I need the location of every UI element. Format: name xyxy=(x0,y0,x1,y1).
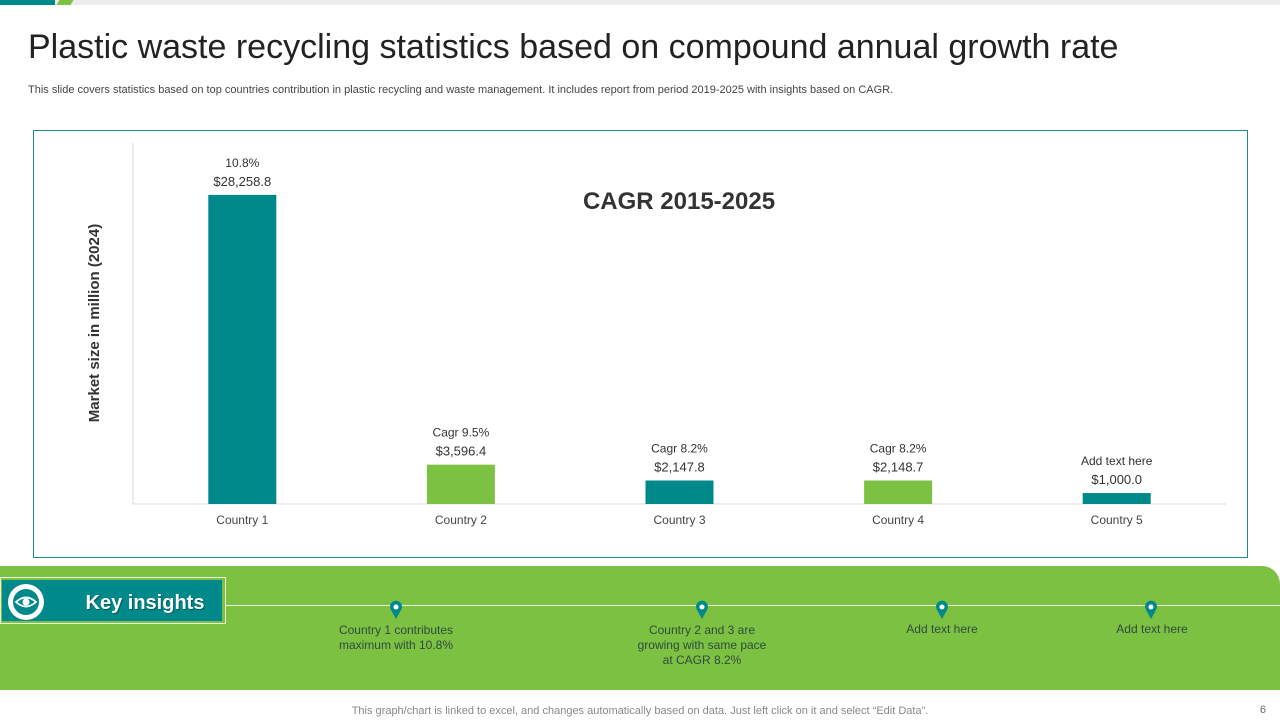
insight-text-1: Country 1 contributes maximum with 10.8% xyxy=(306,623,486,653)
chart-container[interactable]: CAGR 2015-2025 Market size in million (2… xyxy=(33,130,1248,558)
pin-icon xyxy=(695,600,709,620)
pin-icon xyxy=(935,600,949,620)
value-label: $2,148.7 xyxy=(873,459,924,474)
bar-5[interactable] xyxy=(1082,493,1151,504)
insight-text-2: Country 2 and 3 are growing with same pa… xyxy=(602,623,802,668)
x-tick-label: Country 2 xyxy=(435,513,487,527)
top-accent-bar xyxy=(0,0,1280,5)
page-number: 6 xyxy=(1259,704,1266,716)
bar-2[interactable] xyxy=(426,464,495,504)
insight-line: growing with same pace xyxy=(637,638,767,652)
cagr-annotation: Cagr 8.2% xyxy=(651,442,708,456)
bar-group: $28,258.8 10.8% Country 1 $3,596.4 Cagr 9.5%… xyxy=(208,156,1153,527)
page-subtitle: This slide covers statistics based on to… xyxy=(28,84,894,96)
y-axis-label: Market size in million (2024) xyxy=(86,224,103,422)
insight-line: Country 1 contributes xyxy=(338,623,454,637)
insight-line: Country 2 and 3 are xyxy=(648,623,756,637)
insight-text-4: Add text here xyxy=(1082,622,1222,637)
key-insights-label: Key insights xyxy=(85,592,205,614)
value-label: $3,596.4 xyxy=(436,444,487,459)
x-tick-label: Country 5 xyxy=(1091,513,1143,527)
bar-3[interactable] xyxy=(645,480,714,504)
chart-title: CAGR 2015-2025 xyxy=(583,188,775,215)
key-insights-frame xyxy=(0,577,226,624)
insight-line: maximum with 10.8% xyxy=(338,638,454,652)
value-label: $28,258.8 xyxy=(213,174,271,189)
x-tick-label: Country 3 xyxy=(653,513,705,527)
insight-text-3: Add text here xyxy=(872,622,1012,637)
bar-1[interactable] xyxy=(208,194,277,505)
accent-teal xyxy=(0,0,55,5)
eye-icon xyxy=(8,584,44,620)
pin-icon xyxy=(389,600,403,620)
bar-4[interactable] xyxy=(864,480,933,504)
cagr-annotation: Add text here xyxy=(1081,454,1153,468)
value-label: $1,000.0 xyxy=(1091,472,1142,487)
cagr-annotation: Cagr 8.2% xyxy=(870,441,927,455)
insights-timeline xyxy=(226,605,1280,606)
insight-line: Add text here xyxy=(906,622,978,636)
cagr-annotation: Cagr 9.5% xyxy=(433,426,490,440)
accent-green xyxy=(56,0,74,5)
pin-icon xyxy=(1144,600,1158,620)
bar-chart[interactable]: CAGR 2015-2025 Market size in million (2… xyxy=(34,131,1249,559)
x-tick-label: Country 4 xyxy=(872,513,924,527)
page-title: Plastic waste recycling statistics based… xyxy=(28,28,1119,66)
x-tick-label: Country 1 xyxy=(216,513,268,527)
value-label: $2,147.8 xyxy=(654,460,705,475)
footer-note: This graph/chart is linked to excel, and… xyxy=(351,705,929,717)
insight-line: at CAGR 8.2% xyxy=(662,653,742,667)
insight-line: Add text here xyxy=(1116,622,1188,636)
cagr-annotation: 10.8% xyxy=(225,156,259,170)
